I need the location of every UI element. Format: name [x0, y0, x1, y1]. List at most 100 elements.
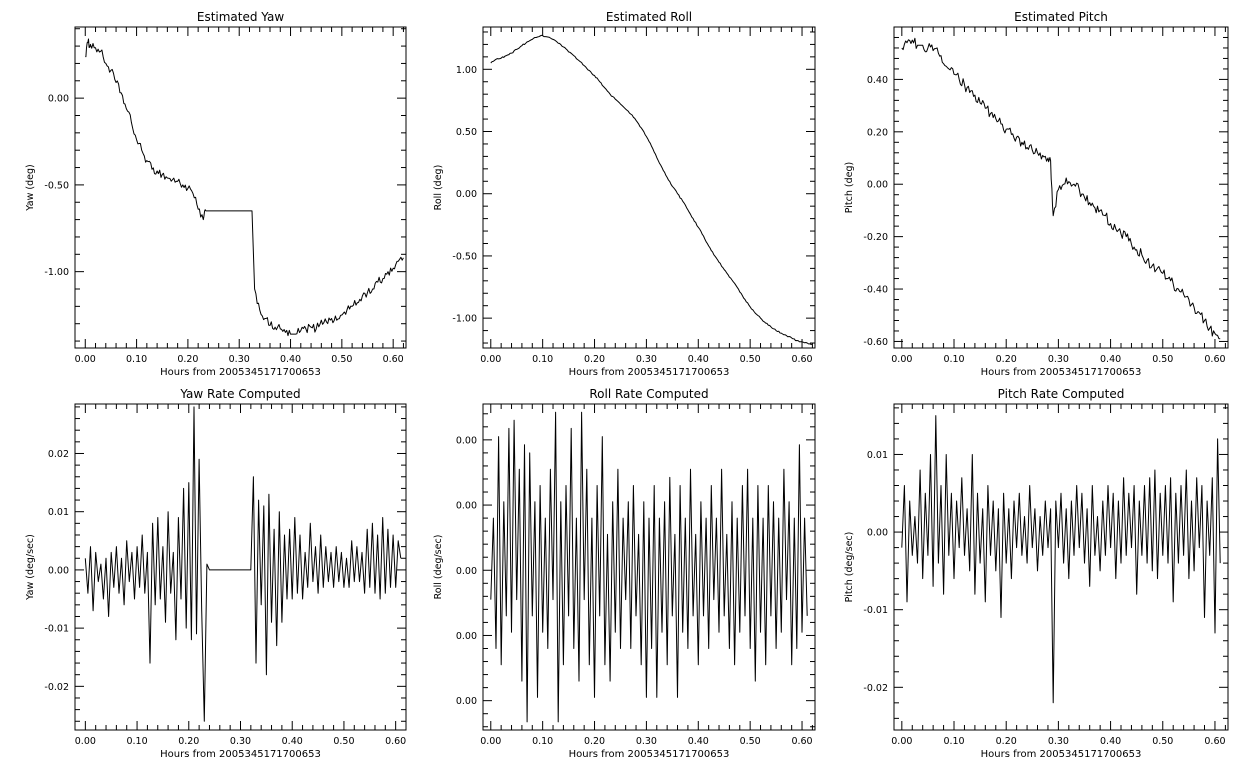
- plot-frame: [893, 26, 1229, 349]
- x-tick-label: 0.30: [636, 354, 657, 365]
- x-tick-label: 0.00: [891, 354, 912, 365]
- x-tick-label: 0.50: [1152, 736, 1173, 747]
- y-tick-label: -0.02: [863, 683, 888, 694]
- x-tick-label: 0.40: [1100, 354, 1121, 365]
- x-tick-label: 0.10: [532, 354, 553, 365]
- x-tick-label: 0.60: [385, 736, 406, 747]
- y-tick-label: 0.00: [456, 631, 477, 642]
- series-line-rollrate: [490, 411, 808, 723]
- panel-title: Pitch Rate Computed: [998, 387, 1125, 401]
- plot-frame: [482, 26, 816, 349]
- y-tick-label: -0.02: [44, 682, 69, 693]
- plot-frame: [893, 403, 1229, 731]
- y-axis-label: Roll (deg/sec): [433, 535, 444, 600]
- x-tick-label: 0.60: [383, 354, 404, 365]
- y-tick-label: 0.01: [867, 450, 888, 461]
- panel-title: Estimated Roll: [606, 10, 692, 24]
- x-tick-label: 0.20: [996, 736, 1017, 747]
- panel-yaw: Estimated Yaw 0.00 0.10 0.20 0.30 0.40 0.50 0.6…: [25, 10, 407, 378]
- series-line-yawrate: [84, 406, 402, 722]
- x-tick-label: 0.10: [126, 736, 147, 747]
- y-axis-label: Roll (deg): [433, 165, 444, 211]
- y-tick-label: -0.40: [863, 285, 888, 296]
- x-tick-label: 0.50: [333, 736, 354, 747]
- y-tick-label: 0.00: [48, 94, 69, 105]
- y-tick-label: -0.01: [863, 605, 888, 616]
- x-tick-label: 0.30: [1048, 354, 1069, 365]
- y-tick-label: 0.00: [456, 435, 477, 446]
- x-tick-label: 0.00: [75, 354, 96, 365]
- y-tick-label: 0.00: [456, 566, 477, 577]
- x-tick-label: 0.00: [75, 736, 96, 747]
- x-tick-label: 0.30: [230, 736, 251, 747]
- x-tick-label: 0.50: [740, 736, 761, 747]
- y-tick-label: 0.02: [48, 449, 69, 460]
- panel-title: Yaw Rate Computed: [179, 387, 300, 401]
- x-tick-label: 0.10: [532, 736, 553, 747]
- y-axis-label: Yaw (deg): [25, 164, 36, 211]
- x-tick-label: 0.30: [1048, 736, 1069, 747]
- x-tick-label: 0.00: [480, 736, 501, 747]
- x-axis-label: Hours from 2005345171700653: [569, 749, 730, 760]
- x-tick-label: 0.40: [282, 736, 303, 747]
- series-line-yaw: [85, 38, 404, 337]
- y-tick-label: -0.60: [863, 337, 888, 348]
- x-tick-label: 0.20: [177, 354, 198, 365]
- y-tick-label: -1.00: [44, 267, 69, 278]
- y-tick-label: 0.01: [48, 507, 69, 518]
- y-tick-label: -1.00: [452, 314, 477, 325]
- panel-title: Estimated Pitch: [1014, 10, 1108, 24]
- y-tick-label: 0.50: [456, 127, 477, 138]
- x-tick-label: 0.60: [1204, 736, 1225, 747]
- x-tick-label: 0.30: [229, 354, 250, 365]
- y-tick-label: 0.20: [867, 127, 888, 138]
- x-tick-label: 0.20: [584, 354, 605, 365]
- y-tick-label: -0.01: [44, 624, 69, 635]
- x-tick-label: 0.60: [791, 736, 812, 747]
- plot-frame: [482, 403, 816, 731]
- y-axis-label: Pitch (deg): [844, 162, 855, 213]
- x-tick-label: 0.40: [688, 354, 709, 365]
- panel-title: Estimated Yaw: [197, 10, 284, 24]
- x-axis-label: Hours from 2005345171700653: [569, 367, 730, 378]
- y-tick-label: 0.40: [867, 75, 888, 86]
- series-line-pitch: [901, 37, 1221, 340]
- x-tick-label: 0.20: [584, 736, 605, 747]
- panel-rollrate: Roll Rate Computed 0.00 0.10 0.20 0.30 0.40 0.…: [433, 387, 816, 760]
- x-tick-label: 0.30: [636, 736, 657, 747]
- x-tick-label: 0.20: [996, 354, 1017, 365]
- series-line-roll: [490, 34, 813, 345]
- panel-title: Roll Rate Computed: [589, 387, 708, 401]
- y-tick-label: 0.00: [867, 180, 888, 191]
- x-tick-label: 0.10: [943, 354, 964, 365]
- x-axis-label: Hours from 2005345171700653: [981, 749, 1142, 760]
- x-tick-label: 0.60: [1204, 354, 1225, 365]
- y-axis-label: Yaw (deg/sec): [25, 534, 36, 601]
- y-tick-label: 0.00: [48, 565, 69, 576]
- y-tick-label: 0.00: [456, 696, 477, 707]
- y-tick-label: -0.50: [452, 251, 477, 262]
- x-tick-label: 0.50: [740, 354, 761, 365]
- x-axis-label: Hours from 2005345171700653: [981, 367, 1142, 378]
- y-tick-label: 0.00: [456, 501, 477, 512]
- y-tick-label: 0.00: [867, 528, 888, 539]
- x-tick-label: 0.40: [1100, 736, 1121, 747]
- plot-frame: [74, 26, 407, 349]
- y-tick-label: 1.00: [456, 65, 477, 76]
- x-tick-label: 0.10: [943, 736, 964, 747]
- y-axis-label: Pitch (deg/sec): [844, 532, 855, 603]
- panel-pitchrate: Pitch Rate Computed 0.00 0.10 0.20 0.30 0.40 0…: [844, 387, 1229, 760]
- x-tick-label: 0.00: [891, 736, 912, 747]
- x-tick-label: 0.50: [1152, 354, 1173, 365]
- x-tick-label: 0.10: [126, 354, 147, 365]
- x-tick-label: 0.40: [688, 736, 709, 747]
- x-axis-label: Hours from 2005345171700653: [160, 749, 321, 760]
- x-tick-label: 0.00: [480, 354, 501, 365]
- y-tick-label: -0.50: [44, 180, 69, 191]
- x-axis-label: Hours from 2005345171700653: [160, 367, 321, 378]
- x-tick-label: 0.40: [280, 354, 301, 365]
- panel-yawrate: Yaw Rate Computed 0.00 0.10 0.20 0.30 0.40 0.5…: [25, 387, 407, 760]
- y-tick-label: -0.20: [863, 232, 888, 243]
- x-tick-label: 0.50: [331, 354, 352, 365]
